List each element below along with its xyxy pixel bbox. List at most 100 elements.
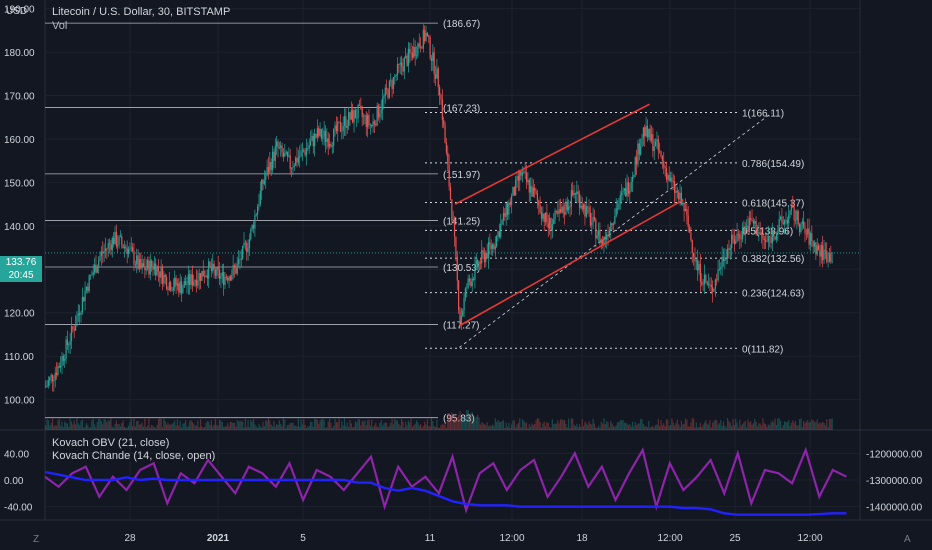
volume-bar — [87, 425, 89, 430]
volume-bar — [330, 422, 332, 430]
volume-bar — [652, 425, 654, 430]
candle-body — [198, 273, 200, 281]
candle-body — [247, 248, 249, 252]
candle-body — [202, 270, 204, 277]
volume-bar — [786, 422, 788, 430]
volume-bar — [826, 419, 828, 430]
volume-bar — [460, 417, 462, 430]
volume-bar — [483, 424, 486, 430]
volume-bar — [246, 426, 248, 430]
candle-body — [459, 309, 461, 326]
candle-body — [68, 344, 70, 346]
candle-body — [538, 200, 540, 205]
candle-body — [771, 230, 774, 244]
candle-body — [622, 190, 624, 193]
x-tick-label: 5 — [300, 533, 306, 544]
volume-bar — [788, 420, 790, 430]
candle-body — [679, 192, 681, 200]
volume-bar — [607, 422, 609, 430]
volume-bar — [133, 418, 135, 430]
candle-body — [669, 177, 672, 182]
volume-bar — [377, 427, 380, 430]
auto-scale-icon[interactable]: A — [904, 534, 911, 545]
candle-body — [107, 243, 109, 249]
volume-bar — [99, 419, 101, 430]
candle-body — [190, 274, 192, 285]
candle-body — [64, 358, 66, 361]
candle-body — [134, 264, 136, 266]
candle-body — [413, 46, 415, 58]
volume-bar — [114, 424, 116, 430]
volume-bar — [267, 418, 270, 430]
candle-body — [49, 377, 51, 381]
volume-bar — [411, 426, 414, 430]
candle-body — [70, 326, 73, 342]
candle-body — [597, 230, 600, 236]
candle-body — [199, 273, 202, 281]
volume-bar — [608, 427, 611, 430]
candle-body — [674, 181, 676, 194]
candle-body — [607, 234, 609, 237]
chande-indicator-label[interactable]: Kovach Chande (14, close, open) — [52, 450, 216, 462]
candle-body — [91, 274, 93, 276]
volume-bar — [539, 421, 541, 430]
volume-bar — [206, 421, 208, 430]
candle-body — [762, 232, 764, 239]
candle-body — [813, 242, 816, 247]
x-tick-label: 25 — [729, 533, 741, 544]
candle-body — [714, 279, 716, 289]
candle-body — [640, 146, 642, 155]
candle-body — [445, 142, 448, 153]
x-tick-label: 12:00 — [499, 533, 524, 544]
volume-bar — [72, 424, 74, 430]
candle-body — [263, 180, 265, 184]
volume-bar — [328, 418, 331, 430]
volume-bar — [278, 420, 280, 430]
candle-body — [130, 247, 132, 249]
candle-body — [618, 203, 620, 209]
candle-body — [447, 152, 449, 165]
candle-body — [290, 167, 293, 169]
candle-body — [308, 145, 310, 149]
candle-body — [189, 274, 191, 285]
candle-body — [777, 229, 779, 234]
volume-bar — [563, 419, 566, 430]
volume-bar — [405, 421, 407, 430]
candle-body — [489, 242, 491, 246]
candle-body — [218, 269, 221, 279]
candle-body — [566, 201, 568, 210]
candle-body — [735, 241, 737, 244]
volume-bar — [720, 420, 722, 430]
candle-body — [752, 220, 754, 224]
candle-body — [163, 274, 165, 284]
volume-bar — [55, 425, 58, 430]
candle-body — [61, 356, 63, 366]
volume-bar — [722, 421, 725, 430]
candle-body — [87, 286, 89, 292]
candle-body — [418, 43, 420, 47]
zoom-icon[interactable]: Z — [33, 534, 40, 545]
volume-bar — [626, 423, 628, 430]
volume-bar — [80, 421, 82, 430]
candle-body — [334, 125, 336, 129]
volume-bar — [103, 418, 105, 430]
volume-bar — [502, 420, 505, 430]
candle-body — [581, 205, 583, 210]
volume-bar — [732, 418, 734, 430]
volume-bar — [701, 426, 703, 430]
volume-bar — [667, 419, 669, 430]
volume-bar — [444, 421, 446, 430]
volume-bar — [420, 424, 422, 430]
candle-body — [72, 326, 74, 330]
obv-indicator-label[interactable]: Kovach OBV (21, close) — [52, 437, 170, 449]
candle-body — [376, 105, 378, 126]
volume-bar — [121, 422, 123, 430]
volume-bar — [337, 422, 339, 430]
candle-body — [449, 186, 452, 200]
candle-body — [406, 55, 408, 66]
volume-bar — [751, 424, 753, 430]
volume-bar — [252, 418, 255, 430]
volume-bar — [81, 419, 83, 430]
candle-body — [811, 233, 813, 242]
